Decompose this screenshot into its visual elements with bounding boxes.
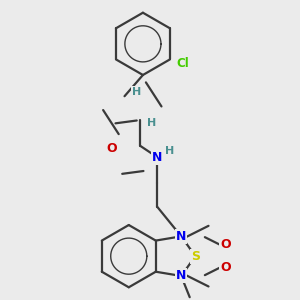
Text: O: O [106,142,117,155]
Text: S: S [191,250,200,263]
Text: O: O [220,261,231,274]
Text: H: H [132,87,141,97]
Text: O: O [220,238,231,251]
Text: H: H [148,118,157,128]
Text: Cl: Cl [176,57,189,70]
Text: N: N [152,151,162,164]
Text: N: N [176,269,186,283]
Text: H: H [165,146,174,156]
Text: N: N [176,230,186,243]
